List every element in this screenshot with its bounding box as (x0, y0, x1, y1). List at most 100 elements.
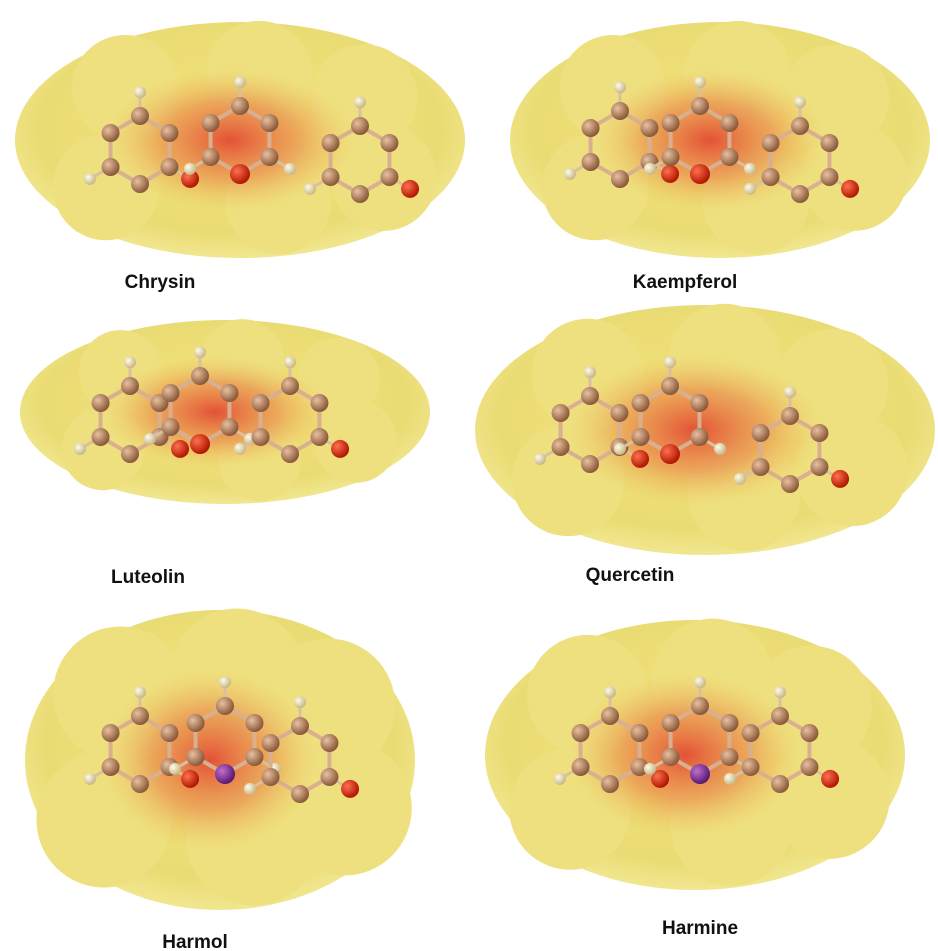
panel-label: Harmine (662, 918, 738, 939)
atom (73, 442, 86, 455)
panel-label: Kaempferol (633, 272, 738, 293)
atom (800, 724, 819, 742)
atom (320, 734, 339, 752)
atom (380, 168, 399, 186)
atom (171, 439, 190, 458)
atom (215, 764, 235, 784)
panel-label: Luteolin (111, 567, 185, 588)
atom (571, 724, 590, 742)
atom (611, 102, 629, 120)
atom (284, 162, 297, 175)
atom (219, 676, 231, 689)
atom (216, 697, 234, 715)
panel-label: Chrysin (125, 272, 196, 293)
atom (194, 346, 206, 359)
atom (694, 76, 706, 89)
atom (661, 377, 679, 395)
atom (613, 442, 626, 455)
atom (761, 168, 780, 186)
atom (124, 356, 136, 369)
atom (694, 676, 706, 689)
atom (661, 148, 680, 166)
atom (243, 782, 256, 795)
atom (251, 394, 270, 412)
atom (631, 449, 650, 468)
atom (131, 775, 149, 793)
atom (751, 458, 770, 476)
atom (551, 438, 570, 456)
atom (134, 686, 146, 699)
atom (294, 696, 306, 709)
atom (131, 707, 149, 725)
atom (714, 442, 727, 455)
atom (231, 97, 249, 115)
atom (741, 724, 760, 742)
atom (720, 748, 739, 766)
surface-lobe (795, 413, 908, 527)
atom (245, 714, 264, 732)
atom (220, 418, 239, 436)
atom (661, 114, 680, 132)
surface-lobe (314, 400, 398, 483)
atom (143, 432, 156, 445)
atom (810, 458, 829, 476)
atom (690, 764, 710, 784)
atom (351, 185, 369, 203)
atom (820, 168, 839, 186)
atom (181, 769, 200, 788)
atom (571, 758, 590, 776)
atom (743, 182, 756, 195)
atom (841, 179, 860, 198)
atom (160, 124, 179, 142)
atom (643, 762, 656, 775)
atom (168, 762, 181, 775)
atom (690, 428, 709, 446)
atom (183, 162, 196, 175)
atom (584, 366, 596, 379)
atom (303, 182, 316, 195)
atom (234, 76, 246, 89)
atom (581, 119, 600, 137)
atom (281, 445, 299, 463)
atom (720, 148, 739, 166)
atom (245, 748, 264, 766)
atom (553, 772, 566, 785)
atom (291, 717, 309, 735)
atom (131, 107, 149, 125)
molecule-art (15, 20, 935, 910)
atom (261, 768, 280, 786)
atom (581, 387, 599, 405)
surface (485, 618, 905, 890)
atom (784, 386, 796, 399)
atom (251, 428, 270, 446)
atom (771, 775, 789, 793)
atom (691, 97, 709, 115)
atom (781, 407, 799, 425)
atom (691, 697, 709, 715)
atom (810, 424, 829, 442)
surface (475, 303, 935, 555)
atom (401, 179, 420, 198)
surface (20, 319, 430, 504)
atom (601, 775, 619, 793)
atom (614, 81, 626, 94)
atom (533, 452, 546, 465)
atom (161, 418, 180, 436)
atom (341, 779, 360, 798)
atom (723, 772, 736, 785)
atom (121, 445, 139, 463)
atom (821, 769, 840, 788)
atom (101, 124, 120, 142)
atom (631, 428, 650, 446)
atom (551, 404, 570, 422)
atom (664, 356, 676, 369)
atom (260, 148, 279, 166)
atom (630, 724, 649, 742)
atom (781, 475, 799, 493)
atom (201, 148, 220, 166)
potential-glow (102, 670, 318, 850)
atom (260, 114, 279, 132)
atom (331, 439, 350, 458)
atom (181, 169, 200, 188)
atom (610, 404, 629, 422)
